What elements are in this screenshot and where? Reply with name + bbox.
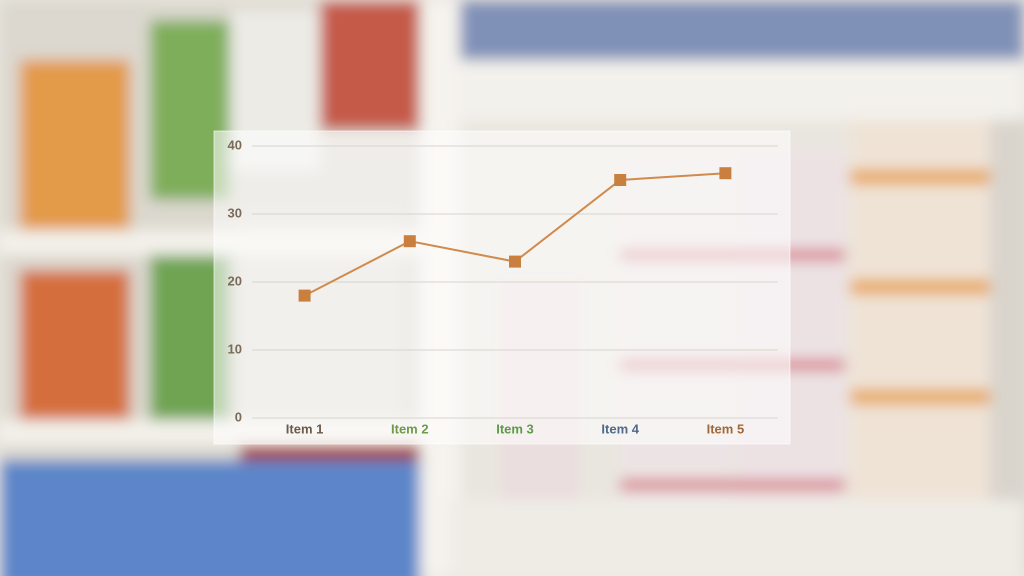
data-point	[403, 235, 416, 248]
plot-area: 0 10 20 30 40 Item 1 Item 2 Item 3 Item 4 Item 5	[228, 137, 778, 436]
data-point	[719, 167, 732, 180]
x-tick-label: Item 4	[601, 421, 639, 436]
y-tick-label: 10	[228, 341, 242, 356]
x-tick-label: Item 3	[496, 421, 534, 436]
y-tick-label: 30	[228, 205, 242, 220]
data-point	[614, 174, 627, 186]
y-tick-label: 0	[235, 409, 242, 424]
data-point	[509, 255, 521, 268]
x-tick-label: Item 1	[286, 421, 324, 436]
data-point	[298, 289, 311, 302]
x-tick-label: Item 5	[707, 421, 745, 436]
x-tick-label: Item 2	[391, 421, 429, 436]
y-tick-label: 40	[228, 137, 242, 152]
chart-panel	[213, 130, 791, 445]
y-tick-label: 20	[228, 273, 242, 288]
